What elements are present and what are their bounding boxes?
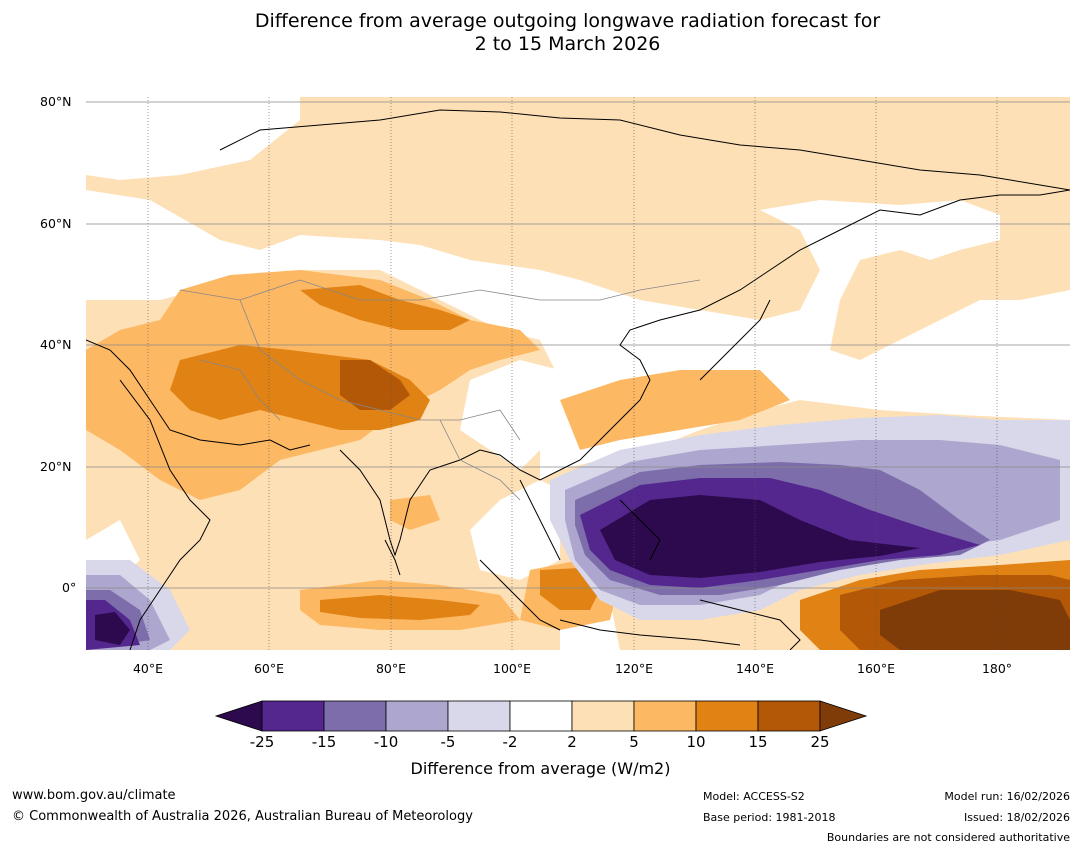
lon-label-120e: 120°E — [614, 661, 654, 676]
colorbar-title: Difference from average (W/m2) — [410, 759, 671, 778]
colorbar-segment — [261, 700, 325, 732]
country-boundaries — [179, 279, 701, 501]
colorbar-tick: -15 — [311, 733, 337, 751]
near-average-region — [86, 97, 1070, 650]
boundaries-disclaimer: Boundaries are not considered authoritat… — [826, 831, 1070, 844]
colorbar-segment — [571, 700, 635, 732]
colorbar-segment — [695, 700, 759, 732]
colorbar-tick: 10 — [686, 733, 706, 751]
colorbar-segment — [385, 700, 449, 732]
colorbar-tick: -2 — [502, 733, 518, 751]
latitude-lines — [86, 101, 1070, 589]
colorbar-tick: 5 — [629, 733, 639, 751]
title-line-2: 2 to 15 March 2026 — [474, 33, 661, 55]
model-name: Model: ACCESS-S2 — [703, 790, 805, 803]
lon-label-100e: 100°E — [492, 661, 532, 676]
lon-label-60e: 60°E — [253, 661, 285, 676]
lat-label-60n: 60°N — [40, 216, 72, 231]
colorbar-tick: -25 — [249, 733, 275, 751]
colorbar-tick: -10 — [373, 733, 399, 751]
title-line-1: Difference from average outgoing longwav… — [254, 10, 881, 32]
lon-label-40e: 40°E — [132, 661, 164, 676]
colorbar — [214, 700, 868, 732]
lat-label-equator: 0° — [62, 580, 77, 595]
colorbar-tick: 25 — [810, 733, 830, 751]
map-title: Difference from average outgoing longwav… — [0, 10, 1081, 56]
lat-label-20n: 20°N — [40, 459, 72, 474]
lon-label-140e: 140°E — [735, 661, 775, 676]
website-link[interactable]: www.bom.gov.au/climate — [12, 788, 176, 803]
lon-label-160e: 160°E — [856, 661, 896, 676]
lat-label-40n: 40°N — [40, 337, 72, 352]
anomaly-over-25-region — [880, 590, 1070, 650]
colorbar-segment — [447, 700, 511, 732]
colorbar-segment — [214, 700, 263, 732]
coastlines — [86, 109, 1070, 650]
anomaly-below-minus-25-region — [95, 495, 920, 645]
colorbar-segment — [633, 700, 697, 732]
base-period: Base period: 1981-2018 — [703, 811, 836, 824]
colorbar-tick: -5 — [440, 733, 456, 751]
colorbar-tick: 15 — [748, 733, 768, 751]
graticule — [147, 97, 998, 650]
copyright-notice: © Commonwealth of Australia 2026, Austra… — [12, 809, 473, 824]
colorbar-tick: 2 — [567, 733, 577, 751]
lat-label-80n: 80°N — [40, 94, 72, 109]
colorbar-segment — [757, 700, 821, 732]
colorbar-segment — [509, 700, 573, 732]
colorbar-segment — [323, 700, 387, 732]
issued-date: Issued: 18/02/2026 — [963, 811, 1070, 824]
lon-label-180: 180° — [981, 661, 1013, 676]
map-fill-layer — [86, 97, 1070, 650]
colorbar-segment — [819, 700, 868, 732]
lon-label-80e: 80°E — [375, 661, 407, 676]
anomaly-10-15-region — [170, 285, 1070, 650]
model-run-date: Model run: 16/02/2026 — [944, 790, 1070, 803]
